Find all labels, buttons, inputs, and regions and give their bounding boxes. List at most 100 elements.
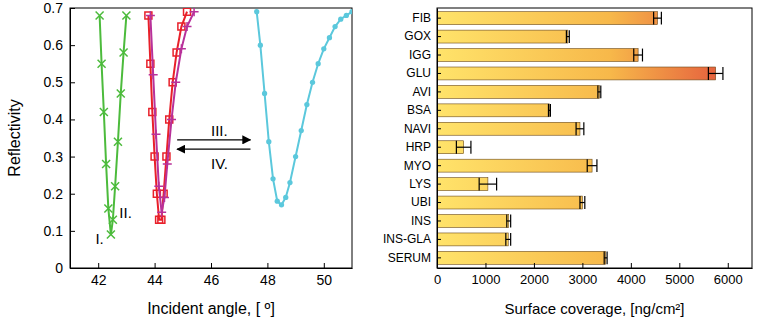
tick-mark — [534, 263, 535, 268]
y-right-tick: LYS — [409, 177, 441, 191]
y-right-tick: UBI — [411, 195, 441, 209]
series-marker — [349, 9, 352, 14]
error-cap — [579, 196, 580, 209]
error-cap — [479, 178, 480, 191]
series-marker — [344, 13, 349, 18]
tick-mark — [437, 18, 441, 19]
error-line — [456, 147, 471, 148]
error-cap — [653, 12, 654, 25]
series-line — [100, 15, 127, 234]
tick-label: 42 — [91, 272, 107, 288]
x-right-axis-line — [438, 268, 753, 269]
bar — [437, 49, 638, 62]
y-right-tick: INS-GLA — [383, 232, 441, 246]
tick-label: SERUM — [388, 251, 431, 265]
error-cap — [456, 141, 457, 154]
error-line — [580, 202, 585, 203]
y-right-tick: AVI — [413, 85, 441, 99]
error-cap — [566, 30, 567, 43]
series-marker — [299, 128, 304, 133]
series-marker — [270, 176, 275, 181]
error-line — [576, 128, 584, 129]
bar — [437, 30, 568, 43]
bar — [437, 12, 658, 25]
error-line — [654, 18, 662, 19]
left-panel: 424446485000.10.20.30.40.50.60.7Incident… — [6, 0, 355, 317]
tick-mark — [70, 268, 75, 269]
series-marker — [117, 89, 125, 97]
tick-mark — [70, 194, 75, 195]
tick-label: INS — [411, 214, 431, 228]
series-marker — [160, 193, 169, 202]
tick-label: 46 — [204, 272, 220, 288]
y-right-tick: GOX — [404, 29, 441, 43]
tick-mark — [437, 220, 441, 221]
y-right-tick: MYO — [404, 158, 441, 172]
tick-mark — [70, 45, 75, 46]
y-left-tick: 0.2 — [44, 186, 75, 202]
series-marker — [167, 115, 176, 124]
y-left-tick: 0.5 — [44, 74, 75, 90]
tick-label: GOX — [404, 29, 431, 43]
series-marker — [171, 78, 180, 87]
series-marker — [262, 91, 267, 96]
plot-frame — [70, 8, 352, 268]
tick-label: 0.3 — [44, 149, 64, 165]
series-marker — [177, 44, 186, 53]
arrow — [177, 139, 250, 140]
tick-mark — [437, 73, 441, 74]
bar — [437, 104, 549, 117]
series-marker — [156, 216, 163, 223]
tick-mark — [70, 8, 75, 9]
tick-mark — [98, 263, 99, 268]
bar — [437, 122, 580, 135]
tick-mark — [437, 36, 441, 37]
y-right-tick: NAVI — [404, 122, 441, 136]
series-marker — [258, 42, 263, 47]
y-right-tick: SERUM — [388, 251, 441, 265]
series-marker — [100, 108, 108, 116]
series-marker — [338, 16, 343, 21]
error-line — [479, 183, 496, 184]
series-line — [150, 12, 194, 213]
tick-label: AVI — [413, 85, 431, 99]
series-marker — [327, 35, 332, 40]
y-left-tick: 0.3 — [44, 149, 75, 165]
tick-mark — [437, 239, 441, 240]
error-line — [506, 239, 511, 240]
series-marker — [321, 46, 326, 51]
error-cap — [604, 251, 605, 264]
x-right-tick: 1000 — [472, 263, 501, 287]
y-right-tick: BSA — [407, 103, 441, 117]
error-bar — [506, 233, 511, 246]
error-bar — [479, 178, 496, 191]
y-left-axis-line — [70, 9, 71, 269]
annotation: I. — [95, 230, 103, 247]
tick-mark — [70, 231, 75, 232]
series-marker — [173, 49, 180, 56]
right-panel: 0100020003000400050006000 FIB GOX IGG GLU AVI… — [383, 8, 753, 317]
tick-label: UBI — [411, 195, 431, 209]
error-bar — [566, 30, 569, 43]
tick-label: FIB — [412, 11, 431, 25]
tick-label: LYS — [409, 177, 431, 191]
y-left-tick: 0.7 — [44, 0, 75, 16]
tick-label: 6000 — [714, 272, 743, 287]
error-bar — [548, 104, 550, 117]
tick-mark — [437, 91, 441, 92]
tick-mark — [437, 202, 441, 203]
tick-mark — [70, 119, 75, 120]
error-line — [708, 73, 723, 74]
tick-label: IGG — [409, 48, 431, 62]
series-marker — [111, 182, 119, 190]
bar — [437, 196, 582, 209]
tick-label: GLU — [406, 66, 431, 80]
x-axis-title: Surface coverage, [ng/cm²] — [504, 300, 684, 317]
y-left-tick: 0 — [55, 260, 75, 276]
step-arrows — [177, 140, 250, 149]
error-bar — [654, 12, 662, 25]
bar — [437, 233, 508, 246]
error-cap — [496, 178, 497, 191]
series-marker — [102, 160, 110, 168]
x-right-axis: 0100020003000400050006000 — [434, 263, 753, 287]
